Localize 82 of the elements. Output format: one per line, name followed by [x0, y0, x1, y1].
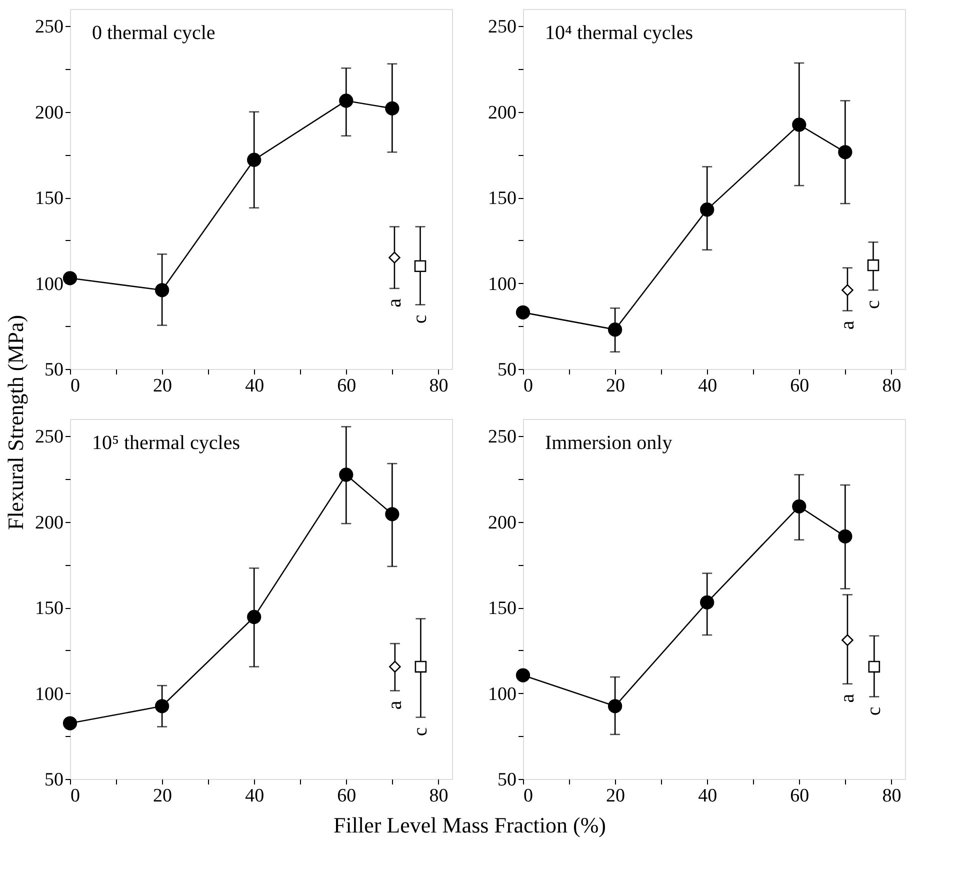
point	[247, 152, 262, 167]
point	[154, 283, 170, 298]
x-tick-label: 0	[524, 786, 533, 806]
y-tick-label: 250	[488, 16, 516, 38]
x-tick-label: 60	[790, 376, 810, 396]
y-tick-label: 50	[44, 360, 64, 380]
y-tick-label: 100	[488, 274, 516, 295]
x-tick-label: 80	[429, 786, 448, 806]
x-tick-label: 40	[698, 376, 718, 396]
text: 0 thermal cycle	[92, 22, 216, 44]
point	[385, 101, 400, 116]
x-tick-label: 40	[245, 786, 264, 806]
y-tick-label: 150	[488, 598, 516, 620]
y-tick-label: 50	[498, 360, 516, 380]
text: Immersion only	[545, 432, 672, 454]
point	[838, 145, 852, 160]
text: a	[384, 700, 406, 710]
text: c	[409, 314, 432, 324]
x-tick-label: 80	[882, 376, 902, 396]
y-tick-label: 200	[488, 512, 516, 534]
point	[154, 699, 170, 714]
y-axis-title: Flexural Strength (MPa)	[3, 314, 28, 530]
x-tick-label: 20	[153, 376, 172, 396]
y-tick-label: 150	[35, 188, 64, 210]
y-tick-label: 200	[35, 102, 64, 124]
y-tick-label: 150	[35, 598, 64, 620]
point	[608, 699, 622, 714]
point	[838, 529, 852, 544]
y-tick-label: 150	[488, 188, 516, 210]
x-tick-label: 0	[70, 376, 80, 396]
point	[388, 252, 400, 264]
point	[516, 305, 530, 320]
point	[389, 660, 401, 673]
text: 10⁴ thermal cycles	[545, 22, 694, 44]
x-tick-label: 60	[337, 786, 356, 806]
y-tick-label: 100	[488, 684, 516, 705]
point	[516, 668, 530, 682]
point	[339, 468, 354, 482]
point	[62, 271, 78, 286]
point	[842, 284, 854, 296]
text: a	[836, 320, 858, 330]
point	[842, 634, 854, 646]
y-tick-label: 50	[44, 770, 64, 790]
point	[339, 94, 354, 108]
x-tick-label: 60	[790, 786, 810, 806]
y-tick-label: 100	[35, 274, 64, 295]
point	[700, 202, 714, 217]
text: c	[862, 300, 884, 310]
y-tick-label: 250	[35, 426, 64, 448]
point	[608, 322, 622, 337]
point	[700, 595, 714, 610]
text: c	[410, 727, 432, 736]
text: c	[863, 706, 886, 716]
y-tick-label: 50	[498, 770, 516, 790]
x-axis-title: Filler Level Mass Fraction (%)	[334, 812, 606, 838]
y-tick-label: 200	[35, 512, 64, 534]
point	[414, 660, 427, 673]
text: a	[836, 694, 858, 703]
text: 10⁵ thermal cycles	[92, 432, 240, 454]
point	[62, 716, 78, 730]
x-tick-label: 80	[882, 786, 902, 806]
point	[385, 507, 400, 522]
x-tick-label: 60	[337, 376, 356, 396]
x-tick-label: 80	[429, 376, 448, 396]
y-tick-label: 250	[35, 16, 64, 38]
point	[867, 259, 880, 272]
point	[792, 499, 806, 514]
x-tick-label: 40	[698, 786, 718, 806]
point	[247, 610, 262, 624]
point	[792, 118, 806, 132]
text: a	[383, 298, 406, 308]
x-tick-label: 20	[606, 786, 626, 806]
x-tick-label: 40	[245, 376, 264, 396]
point	[414, 260, 426, 272]
x-tick-label: 0	[70, 786, 80, 806]
point	[868, 660, 880, 673]
x-tick-label: 20	[153, 786, 172, 806]
y-tick-label: 200	[488, 102, 516, 124]
y-tick-label: 250	[488, 426, 516, 448]
x-tick-label: 0	[524, 376, 533, 396]
y-tick-label: 100	[35, 684, 64, 705]
x-tick-label: 20	[606, 376, 626, 396]
